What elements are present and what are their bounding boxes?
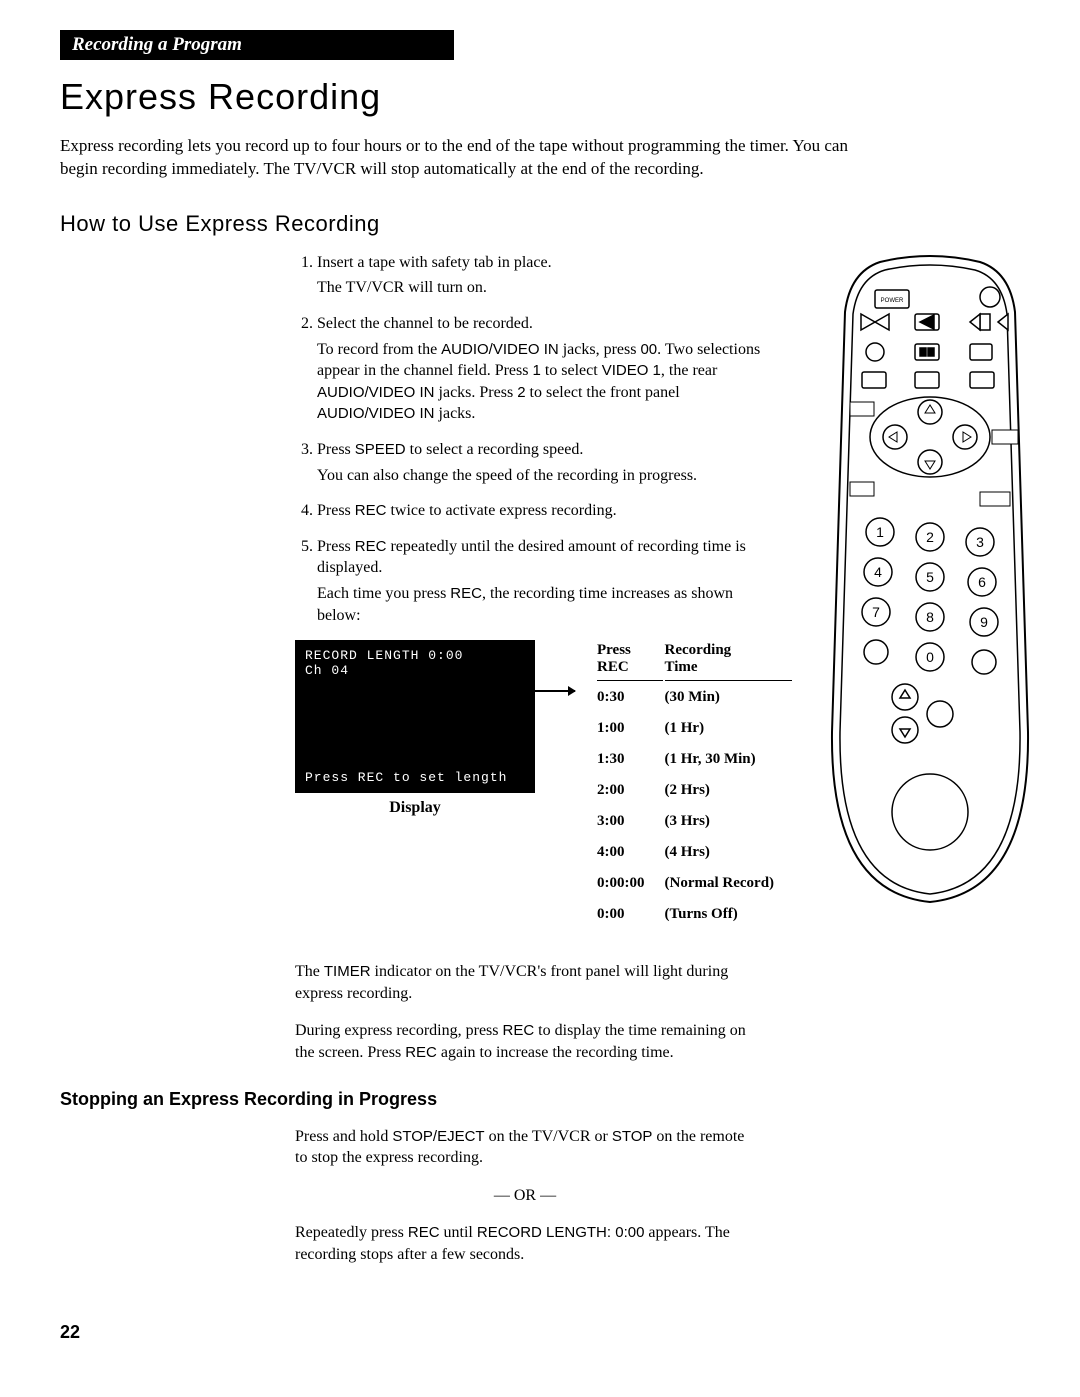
svg-text:6: 6: [978, 574, 986, 590]
svg-text:8: 8: [926, 609, 934, 625]
table-row: 3:00(3 Hrs): [597, 807, 792, 836]
step-4: Press REC twice to activate express reco…: [317, 500, 765, 522]
display-line-2: Ch 04: [305, 663, 525, 678]
display-bottom: Press REC to set length: [305, 770, 507, 785]
stopping-p2: Repeatedly press REC until RECORD LENGTH…: [295, 1222, 755, 1265]
arrow-icon: [535, 690, 575, 692]
remote-illustration: POWER: [820, 252, 1060, 917]
step-5-main: Press REC repeatedly until the desired a…: [317, 538, 746, 577]
step-2: Select the channel to be recorded. To re…: [317, 313, 765, 425]
how-to-title: How to Use Express Recording: [60, 211, 1020, 237]
or-divider: — OR —: [295, 1185, 755, 1207]
section-header: Recording a Program: [60, 30, 454, 60]
step-5-sub: Each time you press REC, the recording t…: [317, 583, 765, 626]
table-cell-time: (30 Min): [665, 683, 793, 712]
svg-text:0: 0: [926, 649, 934, 665]
table-cell-time: (Turns Off): [665, 900, 793, 929]
step-4-main: Press REC twice to activate express reco…: [317, 502, 617, 519]
display-label: Display: [295, 799, 535, 817]
svg-text:9: 9: [980, 614, 988, 630]
main-title: Express Recording: [60, 76, 1020, 118]
steps-list: Insert a tape with safety tab in place. …: [295, 252, 765, 626]
table-row: 1:00(1 Hr): [597, 714, 792, 743]
svg-text:4: 4: [874, 564, 882, 580]
table-cell-time: (4 Hrs): [665, 838, 793, 867]
page-number: 22: [60, 1322, 1020, 1343]
table-cell-press: 4:00: [597, 838, 663, 867]
table-cell-press: 0:30: [597, 683, 663, 712]
table-header-time: RecordingTime: [665, 642, 793, 681]
table-cell-press: 0:00:00: [597, 869, 663, 898]
table-cell-time: (3 Hrs): [665, 807, 793, 836]
step-3-sub: You can also change the speed of the rec…: [317, 465, 765, 487]
table-row: 0:00:00(Normal Record): [597, 869, 792, 898]
table-cell-time: (Normal Record): [665, 869, 793, 898]
step-1-sub: The TV/VCR will turn on.: [317, 277, 765, 299]
stopping-p1: Press and hold STOP/EJECT on the TV/VCR …: [295, 1126, 755, 1169]
svg-text:5: 5: [926, 569, 934, 585]
power-label: POWER: [881, 298, 904, 304]
step-1-main: Insert a tape with safety tab in place.: [317, 254, 552, 271]
table-row: 1:30(1 Hr, 30 Min): [597, 745, 792, 774]
timer-note-2: During express recording, press REC to d…: [295, 1020, 755, 1063]
step-2-sub: To record from the AUDIO/VIDEO IN jacks,…: [317, 339, 765, 425]
table-header-press: PressREC: [597, 642, 663, 681]
svg-text:2: 2: [926, 529, 934, 545]
step-1: Insert a tape with safety tab in place. …: [317, 252, 765, 299]
step-5: Press REC repeatedly until the desired a…: [317, 536, 765, 626]
table-row: 4:00(4 Hrs): [597, 838, 792, 867]
step-2-main: Select the channel to be recorded.: [317, 315, 533, 332]
timer-note-1: The TIMER indicator on the TV/VCR's fron…: [295, 961, 755, 1004]
svg-text:7: 7: [872, 604, 880, 620]
table-cell-time: (2 Hrs): [665, 776, 793, 805]
intro-paragraph: Express recording lets you record up to …: [60, 135, 860, 181]
table-cell-time: (1 Hr): [665, 714, 793, 743]
table-row: 0:30(30 Min): [597, 683, 792, 712]
stopping-title: Stopping an Express Recording in Progres…: [60, 1089, 1020, 1110]
table-row: 2:00(2 Hrs): [597, 776, 792, 805]
table-cell-press: 3:00: [597, 807, 663, 836]
step-3: Press SPEED to select a recording speed.…: [317, 439, 765, 486]
display-screen: RECORD LENGTH 0:00 Ch 04 Press REC to se…: [295, 640, 535, 793]
svg-text:3: 3: [976, 534, 984, 550]
step-3-main: Press SPEED to select a recording speed.: [317, 441, 583, 458]
table-cell-press: 1:00: [597, 714, 663, 743]
display-line-1: RECORD LENGTH 0:00: [305, 648, 525, 663]
table-cell-press: 2:00: [597, 776, 663, 805]
table-row: 0:00(Turns Off): [597, 900, 792, 929]
svg-text:1: 1: [876, 524, 884, 540]
recording-time-table: PressREC RecordingTime 0:30(30 Min)1:00(…: [595, 640, 794, 931]
table-cell-press: 0:00: [597, 900, 663, 929]
table-cell-press: 1:30: [597, 745, 663, 774]
table-cell-time: (1 Hr, 30 Min): [665, 745, 793, 774]
